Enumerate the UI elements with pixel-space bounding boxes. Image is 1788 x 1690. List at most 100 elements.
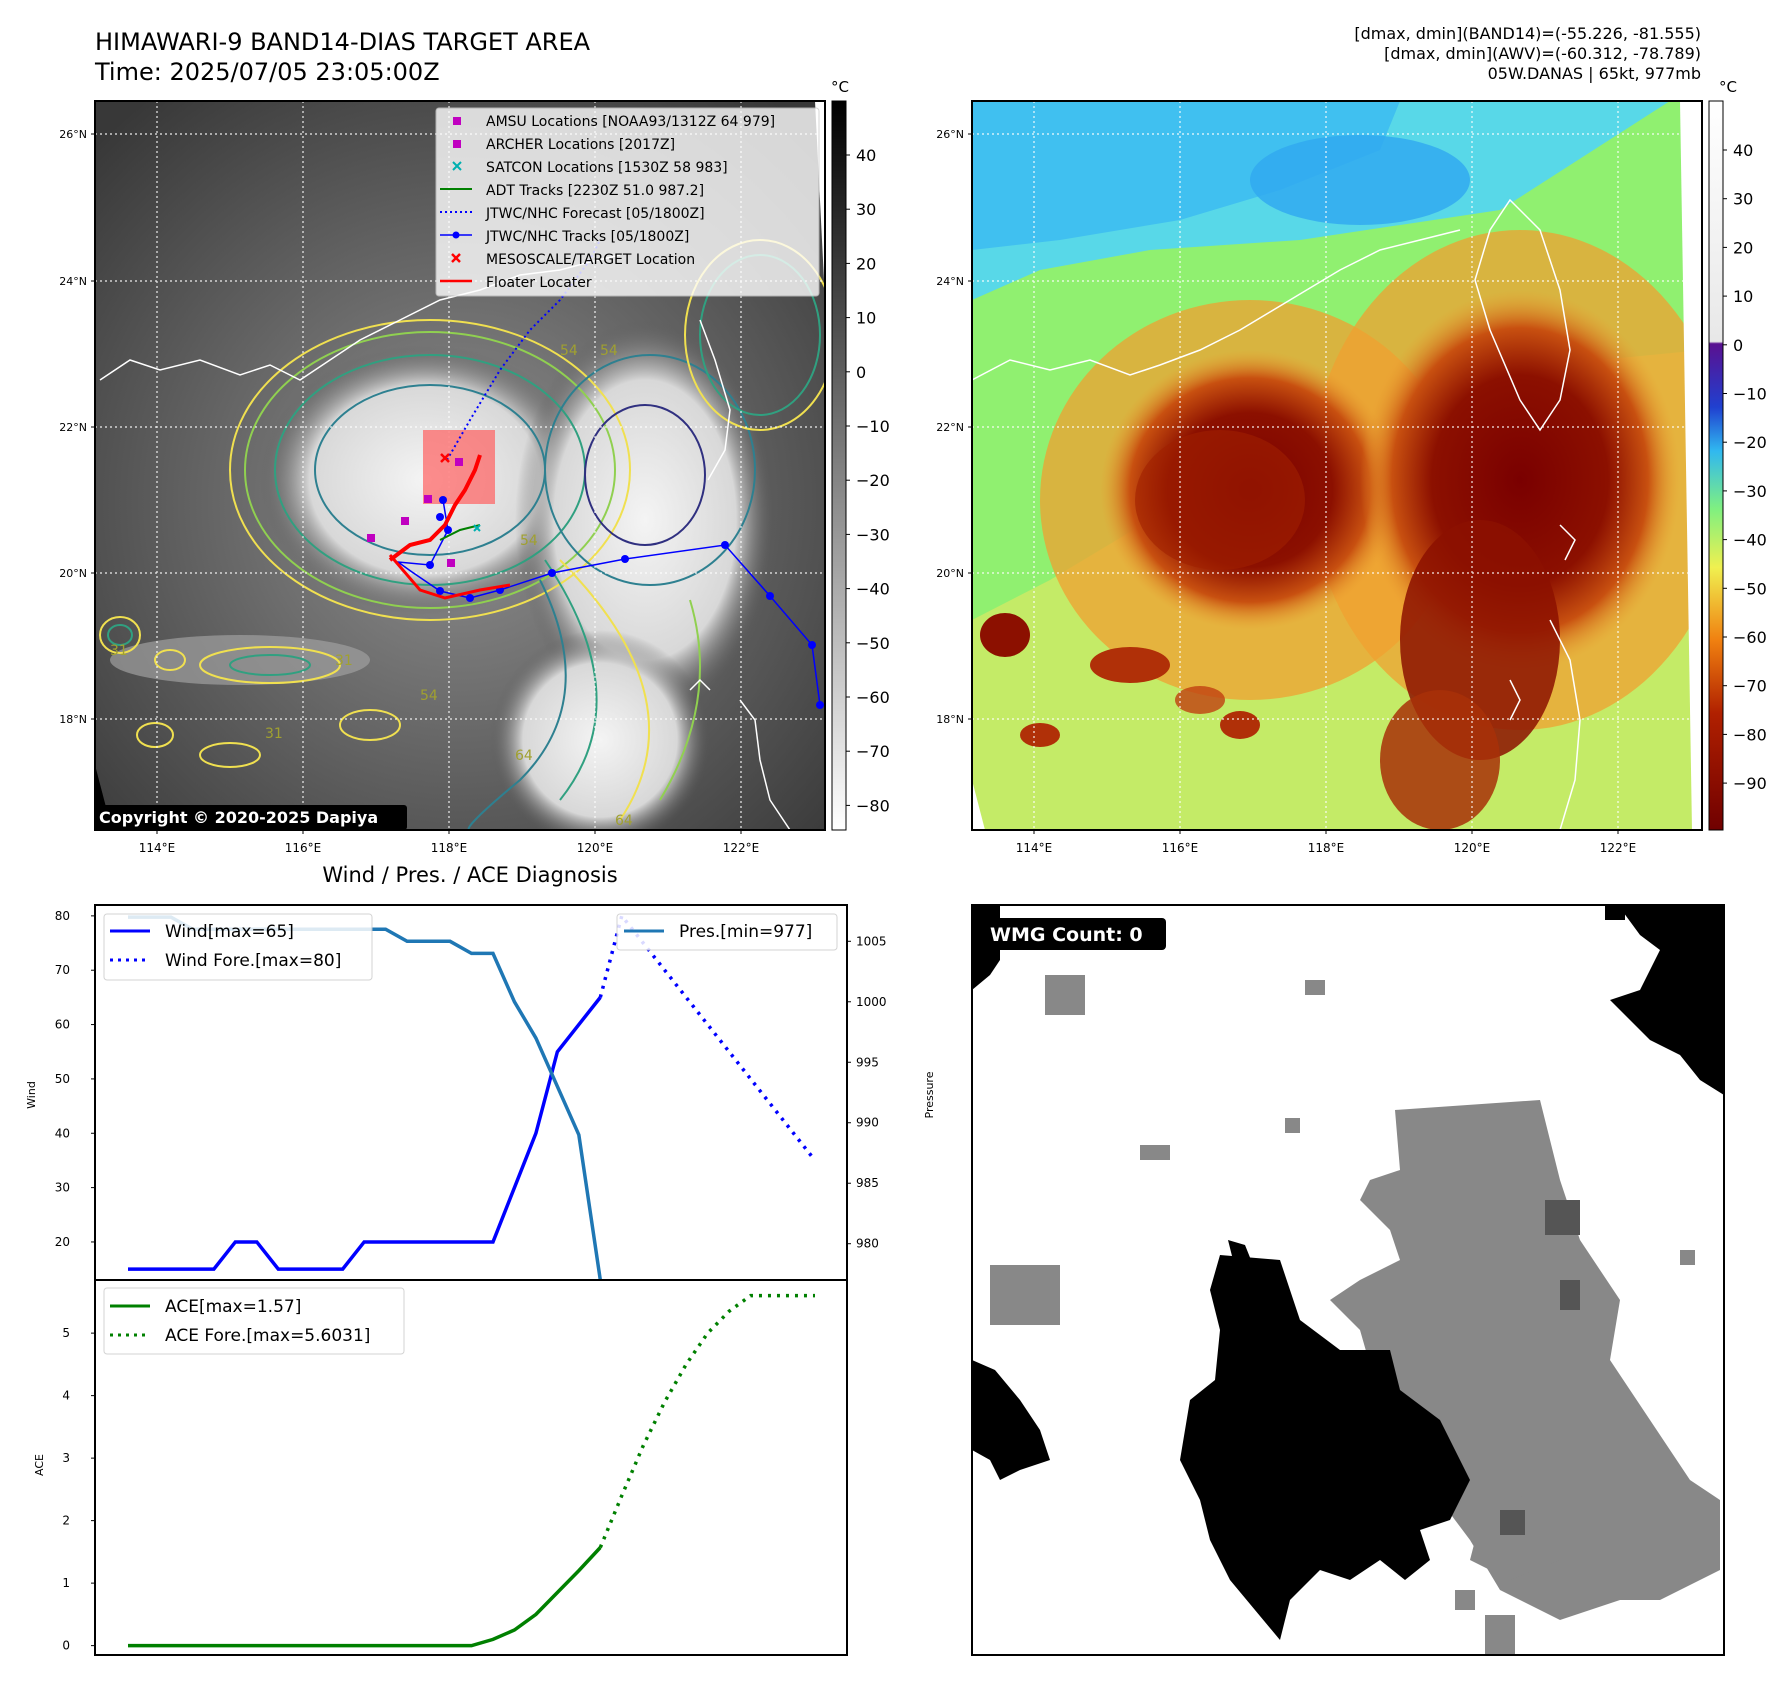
contour-label: 54 [600,343,618,359]
y-tick-label: 4 [62,1389,70,1403]
legend-satcon: SATCON Locations [1530Z 58 983] [486,160,728,176]
ir-map-panel: 54 54 31 31 31 64 54 64 54 AMS [59,78,890,855]
colorbar-tick-label: 0 [856,363,866,382]
ace-line [128,1546,602,1648]
lon-tick-label: 118°E [1308,841,1345,855]
adt-track [439,524,481,541]
y-tick-label: 70 [55,963,70,977]
lon-tick-label: 114°E [1016,841,1053,855]
lat-tick-label: 26°N [936,128,964,141]
contour-label: 64 [615,813,633,829]
y2-tick-label: 1000 [856,995,887,1009]
colorbar-tick-label: −40 [1733,531,1767,550]
lat-tick-label: 22°N [936,421,964,434]
lon-tick-label: 114°E [139,841,176,855]
colorbar-tick-label: 30 [856,200,876,219]
legend-archer: ARCHER Locations [2017Z] [486,137,675,153]
lon-tick-label: 116°E [1162,841,1199,855]
colorbar-tick-label: −40 [856,580,890,599]
colorbar-tick-label: −60 [1733,628,1767,647]
colorbar-tick-label: 40 [1733,141,1753,160]
colorbar-tick-label: −50 [1733,579,1767,598]
colorbar-tick-label: −10 [1733,385,1767,404]
legend-ace: ACE[max=1.57] [165,1297,301,1317]
colorbar-tick-label: −80 [856,796,890,815]
ace-chart: 5 4 3 2 1 0 ACE ACE[max=1.57] ACE Fore.[max=5… [33,1279,848,1656]
y-tick-label: 50 [55,1072,70,1086]
colorbar-tick-label: −70 [1733,677,1767,696]
lon-tick-label: 116°E [285,841,322,855]
y2-tick-label: 1005 [856,934,887,948]
awv-map-panel: °C 403020100−10−20−30−40−50−60−70−80−90 … [936,78,1767,855]
colorbar-tick-label: 20 [856,254,876,273]
jtwc-track [395,499,821,706]
y2-tick-label: 985 [856,1176,879,1190]
legend-wind-forecast: Wind Fore.[max=80] [165,951,341,971]
y-tick-label: 60 [55,1018,70,1032]
wind-legend: Wind[max=65] Wind Fore.[max=80] [103,913,373,981]
ace-forecast-line [598,1293,815,1549]
y-tick-label: 3 [62,1451,70,1465]
colorbar-tick-label: 10 [856,309,876,328]
lat-tick-label: 18°N [936,713,964,726]
ir-legend: AMSU Locations [NOAA93/1312Z 64 979] ARC… [435,107,820,297]
legend-floater: Floater Locater [486,275,592,291]
colorbar-tick-label: 20 [1733,238,1753,257]
awv-lon-ticks: 114°E 116°E 118°E 120°E 122°E [1016,830,1636,855]
lat-tick-label: 20°N [59,567,87,580]
legend-ace-forecast: ACE Fore.[max=5.6031] [165,1326,370,1346]
y-tick-label: 5 [62,1326,70,1340]
contour-label: 31 [335,653,353,669]
colorbar-tick-label: −70 [856,742,890,761]
legend-wind: Wind[max=65] [165,922,294,942]
ir-colorbar-unit: °C [831,78,849,96]
info-awv: [dmax, dmin](AWV)=(-60.312, -78.789) [1384,44,1701,63]
contour-label: 54 [420,688,438,704]
wmg-panel: WMG Count: 0 [971,904,1725,1656]
y-tick-label: 30 [55,1181,70,1195]
awv-colorbar [1708,100,1724,831]
wind-line [128,996,602,1271]
wind-pressure-chart: 80 70 60 50 40 30 20 1005 1000 995 990 985 980 Wind … [25,904,936,1281]
y-tick-label: 80 [55,909,70,923]
colorbar-tick-label: −20 [1733,433,1767,452]
legend-amsu: AMSU Locations [NOAA93/1312Z 64 979] [486,114,775,130]
awv-colorbar-ticks: 40 30 20 10 0 −10 −20 −30 −40 −50 −60 −70 −80 −90 [1723,141,1767,793]
lon-tick-label: 118°E [431,841,468,855]
lat-tick-label: 24°N [936,275,964,288]
y2-tick-label: 990 [856,1116,879,1130]
colorbar-tick-label: −20 [856,471,890,490]
colorbar-tick-label: −90 [1733,774,1767,793]
y-tick-label: 20 [55,1235,70,1249]
contour-label: 54 [560,343,578,359]
contour-label: 64 [515,748,533,764]
awv-lat-ticks: 26°N 24°N 22°N 20°N 18°N [936,128,972,726]
colorbar-tick-label: 0 [1733,336,1743,355]
legend-target: MESOSCALE/TARGET Location [486,252,695,268]
legend-adt: ADT Tracks [2230Z 51.0 987.2] [486,183,704,199]
figure-time: Time: 2025/07/05 23:05:00Z [94,58,440,86]
ace-ylabel: ACE [33,1454,46,1476]
legend-jtwc-tracks: JTWC/NHC Tracks [05/1800Z] [485,229,689,245]
lat-tick-label: 22°N [59,421,87,434]
ir-lat-ticks: 26°N 24°N 22°N 20°N 18°N [59,128,95,726]
lat-tick-label: 26°N [59,128,87,141]
lat-tick-label: 20°N [936,567,964,580]
figure-title: HIMAWARI-9 BAND14-DIAS TARGET AREA [95,28,591,56]
colorbar-tick-label: −60 [856,688,890,707]
wind-ylabel: Wind [25,1081,38,1109]
ace-legend: ACE[max=1.57] ACE Fore.[max=5.6031] [103,1287,405,1355]
y2-tick-label: 980 [856,1237,879,1251]
ir-colorbar-ticks: 40 30 20 10 0 −10 −20 −30 −40 −50 −60 −70 −80 [846,146,890,815]
colorbar-tick-label: −10 [856,417,890,436]
colorbar-tick-label: −80 [1733,725,1767,744]
info-band14: [dmax, dmin](BAND14)=(-55.226, -81.555) [1354,24,1701,43]
legend-jtwc-forecast: JTWC/NHC Forecast [05/1800Z] [485,206,705,222]
floater-track [388,454,482,562]
ir-colorbar [831,100,847,831]
colorbar-tick-label: 40 [856,146,876,165]
colorbar-tick-label: −30 [1733,482,1767,501]
colorbar-tick-label: −30 [856,525,890,544]
awv-colorbar-unit: °C [1719,78,1737,96]
